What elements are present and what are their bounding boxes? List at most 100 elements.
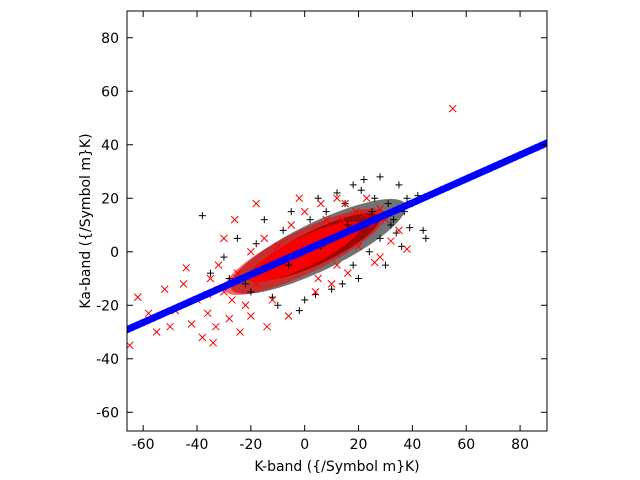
cross-point-25 — [287, 221, 296, 229]
plus-point-3 — [349, 181, 357, 189]
x-tick-label-1: -40 — [186, 437, 209, 453]
plus-point-20 — [301, 296, 309, 304]
cross-point-67 — [246, 312, 255, 320]
cross-point-68 — [327, 280, 336, 288]
cross-point-54 — [209, 338, 218, 347]
cross-point-32 — [333, 261, 341, 269]
cross-point-0 — [448, 104, 457, 113]
fit-line-layer — [127, 139, 547, 334]
y-tick-label-1: -40 — [96, 352, 119, 368]
plus-point-38 — [384, 200, 392, 208]
plus-point-11 — [333, 189, 341, 197]
y-tick-label-3: 0 — [110, 245, 119, 261]
cross-point-49 — [343, 269, 352, 278]
cross-point-33 — [341, 199, 349, 208]
plus-point-25 — [368, 208, 376, 216]
plus-point-30 — [387, 221, 395, 229]
cross-point-18 — [241, 301, 250, 310]
y-tick-label-5: 40 — [101, 138, 119, 154]
cross-point-23 — [273, 242, 282, 251]
cross-point-48 — [370, 258, 379, 267]
cross-point-36 — [360, 210, 368, 219]
x-tick-label-6: 60 — [457, 437, 475, 453]
cross-point-21 — [260, 234, 269, 243]
cross-point-22 — [268, 296, 277, 304]
cross-point-35 — [354, 242, 363, 251]
cross-point-12 — [206, 274, 215, 283]
y-axis-title: Ka-band ({/Symbol m}K) — [78, 133, 94, 308]
y-tick-label-0: -60 — [96, 405, 119, 421]
cross-point-16 — [225, 314, 234, 323]
plot-frame — [126, 10, 548, 432]
cross-point-64 — [316, 199, 325, 208]
cross-point-10 — [198, 333, 207, 342]
cross-point-41 — [395, 226, 403, 235]
cross-point-11 — [203, 309, 212, 318]
axis-ticks: -60 -40 -20 0 20 40 60 80 -60 -40 -20 0 20 40 60 80 — [96, 11, 547, 453]
cross-point-43 — [230, 215, 239, 224]
cross-point-2 — [133, 293, 142, 302]
x-axis-title: K-band ({/Symbol m}K) — [254, 459, 419, 475]
plus-point-37 — [406, 224, 414, 232]
plus-point-1 — [376, 173, 384, 181]
plus-point-17 — [206, 269, 214, 277]
x-tick-label-4: 20 — [350, 437, 368, 453]
plus-point-14 — [260, 216, 268, 224]
plus-point-23 — [381, 261, 389, 269]
plus-point-18 — [247, 288, 255, 296]
cross-point-26 — [292, 261, 301, 269]
cross-point-44 — [252, 199, 261, 208]
cross-point-45 — [333, 194, 341, 203]
plus-point-0 — [198, 212, 206, 220]
cross-point-19 — [246, 247, 255, 256]
x-tick-label-3: 0 — [300, 437, 309, 453]
cross-point-27 — [300, 207, 309, 216]
plus-point-29 — [376, 234, 384, 242]
plus-point-33 — [279, 226, 287, 234]
x-tick-label-0: -60 — [132, 437, 155, 453]
plus-point-49 — [285, 261, 293, 269]
cross-point-17 — [233, 269, 242, 278]
y-tick-label-6: 60 — [101, 84, 119, 100]
cross-point-47 — [160, 285, 169, 294]
y-tick-label-2: -20 — [96, 298, 119, 314]
plus-point-47 — [344, 221, 352, 229]
cross-point-60 — [220, 234, 228, 243]
x-tick-label-5: 40 — [403, 437, 421, 453]
cross-point-8 — [187, 320, 196, 328]
plus-point-16 — [220, 253, 228, 261]
plus-point-8 — [419, 226, 427, 234]
cross-point-53 — [236, 328, 244, 336]
cross-point-14 — [214, 261, 223, 269]
plus-point-43 — [306, 216, 314, 224]
plus-point-15 — [233, 234, 241, 242]
plus-point-46 — [365, 248, 373, 256]
plus-point-4 — [395, 181, 403, 189]
plus-point-32 — [322, 208, 330, 216]
plus-point-35 — [371, 194, 379, 202]
cross-point-20 — [252, 280, 261, 288]
plus-point-6 — [403, 194, 411, 202]
plus-point-39 — [338, 280, 346, 288]
cross-point-46 — [182, 263, 191, 272]
plus-point-19 — [274, 301, 282, 309]
cross-point-69 — [228, 296, 236, 304]
cross-point-50 — [311, 288, 320, 296]
cross-point-5 — [166, 322, 174, 331]
plus-point-27 — [295, 307, 303, 315]
plus-point-22 — [355, 275, 363, 283]
plus-point-44 — [357, 186, 365, 194]
cross-point-62 — [338, 215, 347, 224]
plus-point-34 — [252, 240, 260, 248]
cross-point-57 — [351, 207, 360, 216]
plus-point-9 — [422, 234, 430, 242]
cross-point-51 — [284, 312, 293, 320]
plus-point-21 — [328, 285, 336, 293]
x-tick-label-7: 80 — [511, 437, 529, 453]
y-tick-label-4: 20 — [101, 191, 119, 207]
y-tick-label-7: 80 — [101, 31, 119, 47]
cross-point-61 — [403, 245, 411, 253]
plus-point-13 — [287, 208, 295, 216]
cross-point-24 — [279, 269, 288, 278]
